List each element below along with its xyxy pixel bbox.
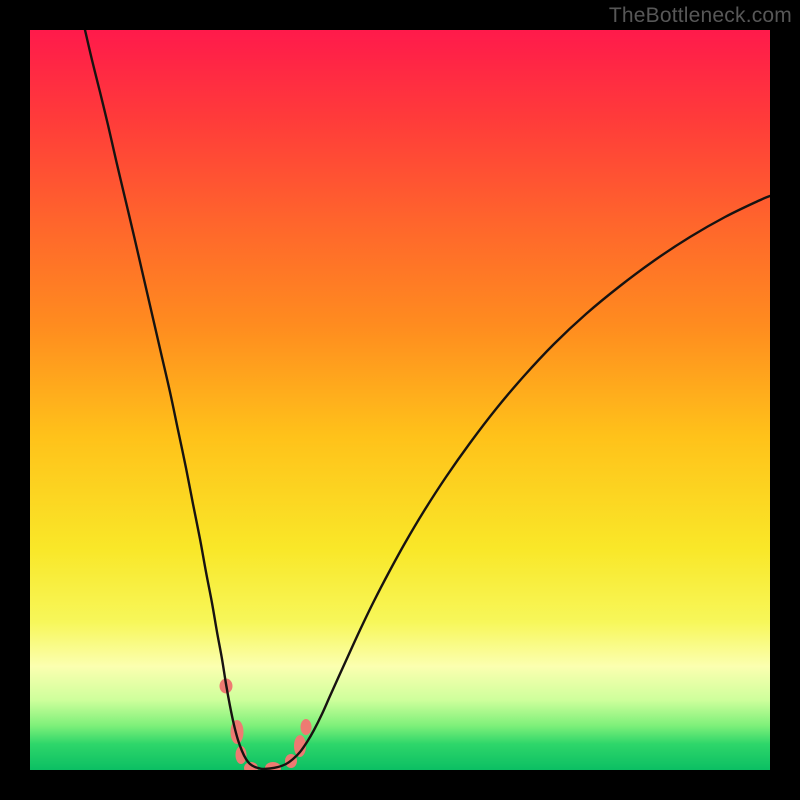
chart-curves [30,30,770,770]
curve-right [262,196,770,769]
chart-plot-area [30,30,770,770]
curve-left [85,30,262,769]
chart-marker [301,719,312,735]
watermark-text: TheBottleneck.com [609,4,792,28]
